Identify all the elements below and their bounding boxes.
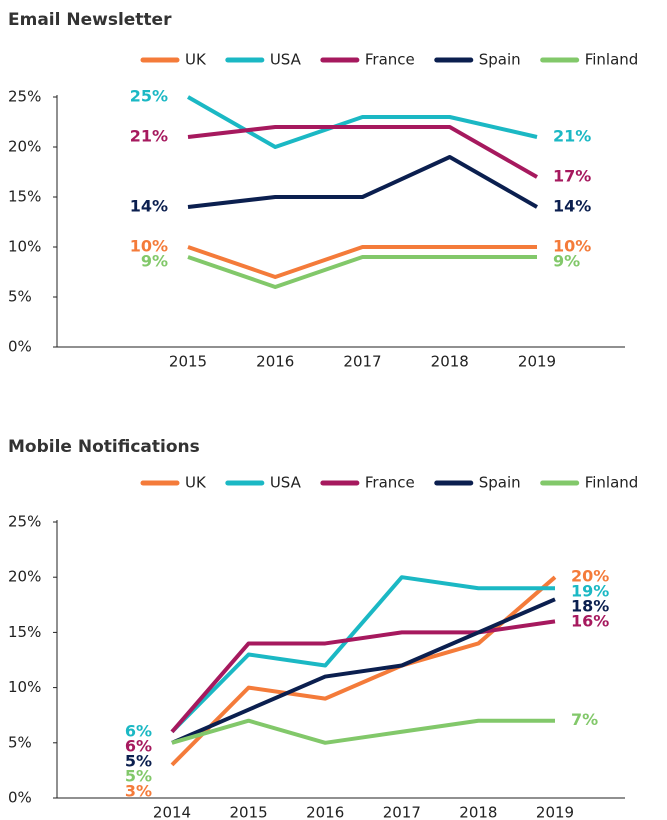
y-tick-label: 5%	[8, 733, 32, 751]
series-line	[187, 125, 538, 179]
series-line	[171, 718, 555, 745]
value-label: 6%	[125, 736, 152, 755]
series-line	[187, 245, 537, 279]
value-label: 6%	[125, 721, 152, 740]
value-label: 14%	[130, 197, 168, 216]
value-label: 20%	[571, 567, 609, 586]
legend-label: France	[365, 474, 415, 492]
legend-label: USA	[270, 474, 302, 492]
value-label: 25%	[130, 87, 168, 106]
value-label: 16%	[571, 612, 609, 631]
y-tick-label: 5%	[8, 288, 32, 306]
series-line	[170, 575, 555, 734]
value-label: 21%	[130, 127, 168, 146]
series-line	[187, 95, 538, 149]
x-tick-label: 2018	[459, 804, 497, 820]
y-tick-label: 10%	[8, 678, 41, 696]
legend-label: France	[365, 51, 415, 69]
x-tick-label: 2018	[431, 353, 469, 371]
y-tick-label: 25%	[8, 513, 41, 531]
value-label: 14%	[553, 197, 591, 216]
legend-label: UK	[185, 474, 207, 492]
y-tick-label: 10%	[8, 238, 41, 256]
y-tick-label: 15%	[8, 188, 41, 206]
series-line	[171, 597, 556, 745]
y-tick-label: 20%	[8, 568, 41, 586]
x-tick-label: 2019	[536, 804, 574, 820]
y-tick-label: 15%	[8, 623, 41, 641]
value-label: 19%	[571, 582, 609, 601]
value-label: 17%	[553, 167, 591, 186]
x-tick-label: 2019	[518, 353, 556, 371]
value-label: 9%	[553, 252, 580, 271]
legend-label: UK	[185, 51, 207, 69]
legend-label: Spain	[479, 474, 521, 492]
value-label: 9%	[141, 252, 168, 271]
value-label: 3%	[125, 781, 152, 800]
y-tick-label: 25%	[8, 88, 41, 106]
value-label: 7%	[571, 710, 598, 729]
value-label: 5%	[125, 751, 152, 770]
x-tick-label: 2017	[383, 804, 421, 820]
x-tick-label: 2014	[153, 804, 191, 820]
value-label: 10%	[553, 237, 591, 256]
y-tick-label: 0%	[8, 338, 32, 356]
y-tick-label: 20%	[8, 138, 41, 156]
legend-label: USA	[270, 51, 302, 69]
x-tick-label: 2016	[256, 353, 294, 371]
value-label: 18%	[571, 597, 609, 616]
x-tick-label: 2015	[169, 353, 207, 371]
x-tick-label: 2015	[230, 804, 268, 820]
value-label: 21%	[553, 127, 591, 146]
series-line	[187, 155, 538, 209]
value-label: 10%	[130, 237, 168, 256]
series-line	[187, 255, 537, 289]
x-tick-label: 2017	[343, 353, 381, 371]
value-label: 5%	[125, 766, 152, 785]
y-tick-label: 0%	[8, 789, 32, 807]
chart-title: Mobile Notifications	[8, 437, 200, 457]
chart-title: Email Newsletter	[8, 10, 172, 30]
series-line	[170, 619, 556, 734]
legend-label: Finland	[585, 474, 639, 492]
legend-label: Spain	[479, 51, 521, 69]
x-tick-label: 2016	[306, 804, 344, 820]
legend-label: Finland	[585, 51, 639, 69]
